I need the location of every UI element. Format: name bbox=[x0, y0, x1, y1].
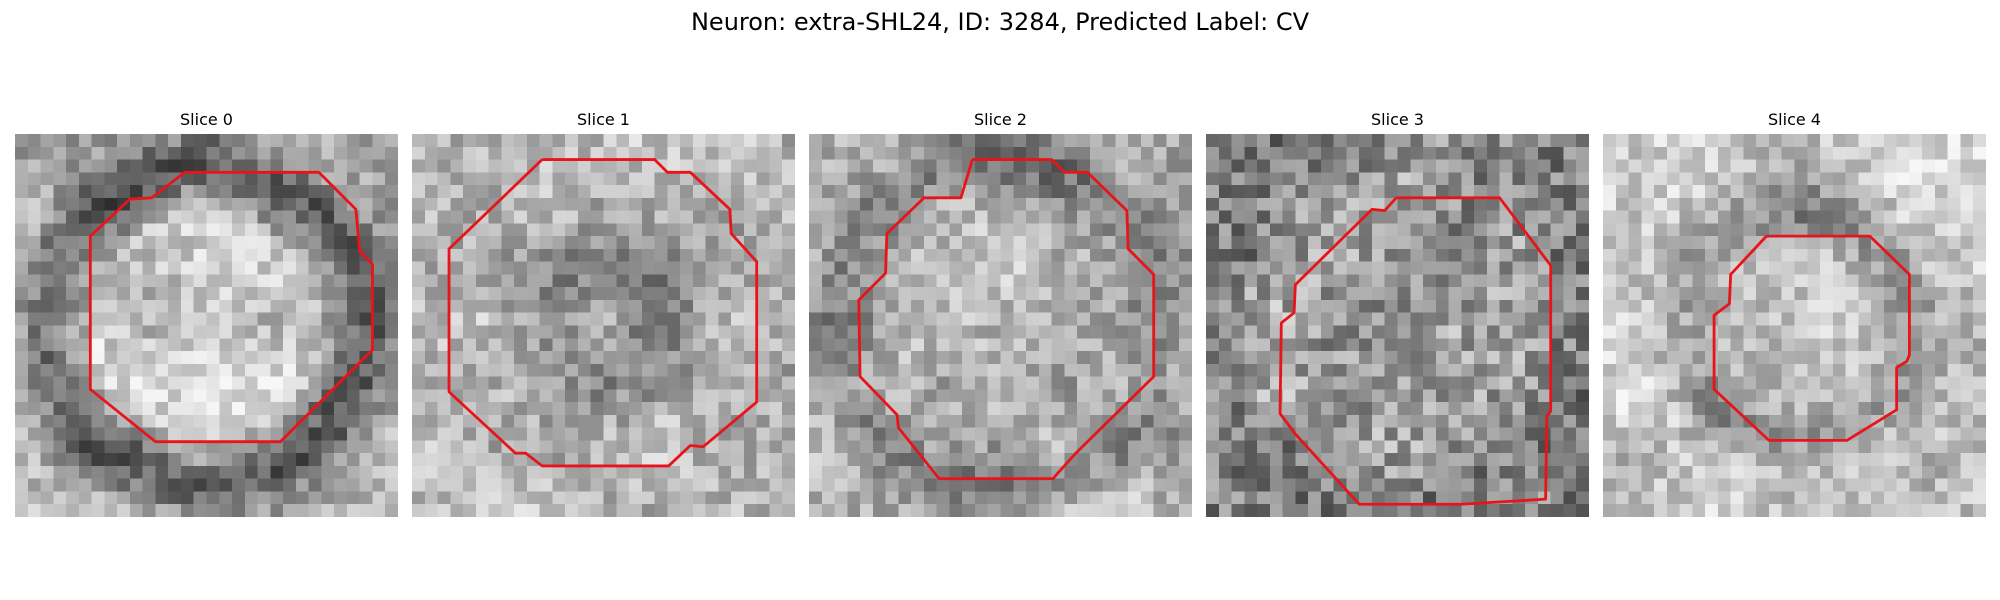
slice-panel-3: Slice 3 bbox=[1206, 108, 1589, 517]
slice-title-0: Slice 0 bbox=[180, 110, 233, 129]
contour-outline bbox=[447, 158, 759, 468]
contour-outline bbox=[1278, 196, 1553, 506]
slice-image-3 bbox=[1206, 134, 1589, 517]
pixel-grid bbox=[412, 134, 795, 517]
contour-outline bbox=[857, 158, 1156, 481]
slice-panel-1: Slice 1 bbox=[412, 108, 795, 517]
slice-image-4 bbox=[1603, 134, 1986, 517]
slice-title-1: Slice 1 bbox=[577, 110, 630, 129]
slice-panel-4: Slice 4 bbox=[1603, 108, 1986, 517]
slice-title-4: Slice 4 bbox=[1768, 110, 1821, 129]
figure-title: Neuron: extra-SHL24, ID: 3284, Predicted… bbox=[690, 8, 1310, 36]
pixel-grid bbox=[1206, 134, 1589, 517]
slice-image-0 bbox=[15, 134, 398, 517]
slice-panel-0: Slice 0 bbox=[15, 108, 398, 517]
slice-image-1 bbox=[412, 134, 795, 517]
slice-title-2: Slice 2 bbox=[974, 110, 1027, 129]
contour-outline bbox=[1712, 234, 1911, 442]
slice-panel-2: Slice 2 bbox=[809, 108, 1192, 517]
pixel-grid bbox=[809, 134, 1192, 517]
slice-image-2 bbox=[809, 134, 1192, 517]
pixel-grid bbox=[1603, 134, 1986, 517]
slice-title-3: Slice 3 bbox=[1371, 110, 1424, 129]
contour-outline bbox=[88, 170, 374, 444]
pixel-grid bbox=[15, 134, 398, 517]
